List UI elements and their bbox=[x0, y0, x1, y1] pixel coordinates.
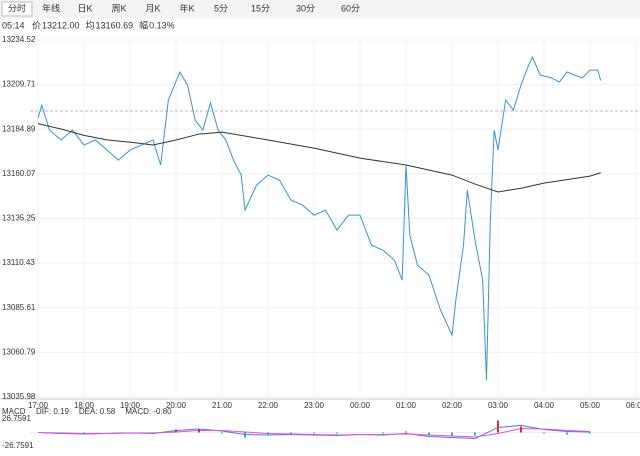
macd-title: MACD bbox=[2, 407, 26, 416]
x-tick-label: 01:00 bbox=[396, 401, 417, 410]
macd-bar bbox=[290, 432, 292, 434]
tab[interactable]: 15分 bbox=[251, 3, 270, 13]
y-tick-label: 13234.52 bbox=[2, 35, 36, 44]
y-tick-label: 13035.98 bbox=[2, 392, 36, 401]
info-value: 13212.00 bbox=[42, 20, 80, 30]
y-tick-label: 13184.89 bbox=[2, 124, 36, 133]
macd-readout: MACD: -0.80 bbox=[125, 407, 172, 416]
macd-bar bbox=[83, 432, 85, 434]
x-tick-label: 22:00 bbox=[258, 401, 279, 410]
info-time: 05:14 bbox=[2, 20, 25, 30]
macd-readout: DIF: 0.19 bbox=[36, 407, 69, 416]
x-tick-label: 02:00 bbox=[442, 401, 463, 410]
macd-bar bbox=[543, 432, 545, 434]
macd-bar bbox=[382, 432, 384, 434]
info-label: 幅 bbox=[139, 19, 148, 30]
x-tick-label: 19:00 bbox=[120, 401, 141, 410]
macd-bar bbox=[589, 432, 591, 434]
price-line bbox=[37, 123, 601, 193]
macd-bar bbox=[244, 432, 246, 438]
x-tick-label: 06:00 bbox=[626, 401, 640, 410]
x-tick-label: 04:00 bbox=[534, 401, 555, 410]
macd-bar bbox=[520, 426, 522, 433]
macd-bar bbox=[451, 432, 453, 436]
x-tick-label: 20:00 bbox=[166, 401, 187, 410]
macd-line bbox=[37, 427, 591, 438]
info-value: 0.13% bbox=[149, 20, 175, 30]
tab[interactable]: 分时 bbox=[8, 2, 26, 13]
y-tick-label: 13160.07 bbox=[2, 169, 36, 178]
tab[interactable]: 月K bbox=[145, 3, 160, 13]
price-line bbox=[37, 55, 602, 381]
y-tick-label: 13135.25 bbox=[2, 214, 36, 223]
y-tick-label: 13060.79 bbox=[2, 347, 36, 356]
tab[interactable]: 60分 bbox=[341, 3, 360, 13]
x-tick-label: 03:00 bbox=[488, 401, 509, 410]
x-tick-label: 05:00 bbox=[580, 401, 601, 410]
macd-bar bbox=[497, 420, 499, 433]
macd-bar bbox=[175, 429, 177, 433]
x-tick-label: 21:00 bbox=[212, 401, 233, 410]
tab[interactable]: 日K bbox=[77, 3, 92, 13]
macd-bar bbox=[198, 429, 200, 433]
tab-active bbox=[1, 1, 33, 17]
x-tick-label: 23:00 bbox=[304, 401, 325, 410]
macd-bar bbox=[152, 432, 154, 434]
macd-bar bbox=[221, 432, 223, 434]
y-tick-label: 13209.71 bbox=[2, 80, 36, 89]
macd-bar bbox=[566, 432, 568, 435]
info-label: 均 bbox=[86, 19, 95, 30]
macd-bar bbox=[336, 432, 338, 434]
tab[interactable]: 年K bbox=[179, 2, 194, 13]
tab[interactable]: 周K bbox=[111, 3, 126, 13]
tab[interactable]: 5分 bbox=[214, 3, 228, 13]
macd-bar bbox=[405, 431, 407, 433]
macd-bar bbox=[267, 432, 269, 436]
macd-bar bbox=[428, 432, 430, 436]
tab-bar bbox=[0, 0, 640, 18]
x-tick-label: 17:00 bbox=[28, 401, 49, 410]
macd-bar bbox=[474, 432, 476, 436]
macd-bar bbox=[313, 432, 315, 434]
info-value: 13160.69 bbox=[96, 20, 134, 30]
y-tick-label: 13110.43 bbox=[2, 258, 35, 267]
info-label: 价 bbox=[32, 20, 41, 30]
macd-tick-label: -26.7591 bbox=[2, 441, 34, 450]
tab[interactable]: 年线 bbox=[42, 2, 60, 13]
macd-readout: DEA: 0.58 bbox=[79, 407, 116, 416]
y-tick-label: 13085.61 bbox=[2, 303, 36, 312]
macd-tick-label: 26.7591 bbox=[2, 414, 31, 423]
x-tick-label: 18:00 bbox=[74, 401, 95, 410]
tab[interactable]: 30分 bbox=[296, 3, 315, 13]
macd-bar bbox=[60, 432, 62, 434]
x-tick-label: 00:00 bbox=[350, 401, 371, 410]
